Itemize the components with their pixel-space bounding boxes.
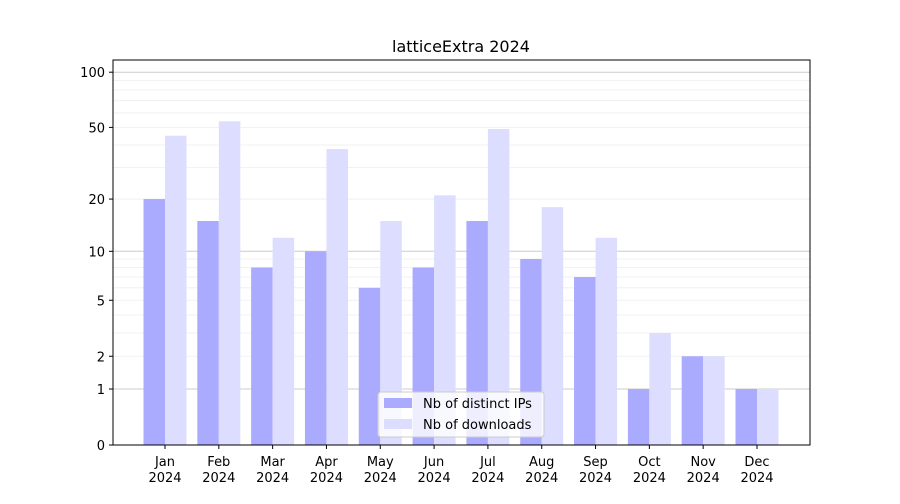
bar-distinct-ips: [197, 221, 219, 445]
x-tick-label: Aug: [529, 455, 554, 470]
y-tick-label: 5: [97, 294, 105, 309]
x-tick-label: Dec: [744, 455, 769, 470]
x-tick-label: 2024: [310, 471, 343, 486]
bar-distinct-ips: [681, 356, 704, 445]
x-tick-label: 2024: [633, 471, 666, 486]
legend-label: Nb of downloads: [423, 418, 532, 433]
plot-frame: [112, 59, 811, 446]
bar-downloads: [703, 356, 725, 445]
y-tick-label: 1: [97, 383, 105, 398]
bar-distinct-ips: [735, 389, 757, 445]
legend: Nb of distinct IPs Nb of downloads: [377, 391, 545, 438]
x-tick-label: 2024: [256, 471, 289, 486]
x-tick-label: Jun: [423, 455, 444, 470]
bar-distinct-ips: [466, 221, 488, 445]
bar-distinct-ips: [358, 287, 381, 445]
bar-downloads: [595, 237, 618, 445]
y-tick-label: 2: [97, 350, 105, 365]
bar-downloads: [487, 128, 510, 445]
x-tick-label: Oct: [638, 455, 660, 470]
x-tick-label: Feb: [207, 455, 230, 470]
x-tick-label: Jan: [154, 455, 175, 470]
bar-downloads: [757, 389, 779, 445]
bar-downloads: [380, 221, 402, 445]
bar-distinct-ips: [627, 389, 650, 445]
bar-distinct-ips: [304, 251, 327, 445]
bar-downloads: [326, 149, 348, 445]
bar-downloads: [541, 207, 564, 445]
bar-distinct-ips: [251, 267, 273, 445]
bar-downloads: [218, 121, 241, 445]
chart-title: latticeExtra 2024: [392, 37, 530, 56]
x-tick-label: 2024: [202, 471, 235, 486]
legend-swatch: [384, 419, 412, 429]
bar-downloads: [649, 333, 671, 445]
legend-swatch: [384, 398, 412, 408]
legend-label: Nb of distinct IPs: [423, 397, 532, 412]
x-tick-label: Mar: [260, 455, 285, 470]
y-tick-label: 10: [88, 245, 105, 260]
x-tick-label: 2024: [579, 471, 612, 486]
y-tick-label: 50: [88, 121, 105, 136]
x-tick-label: 2024: [364, 471, 397, 486]
bar-distinct-ips: [143, 199, 165, 445]
x-tick-label: 2024: [740, 471, 773, 486]
x-tick-label: 2024: [418, 471, 451, 486]
y-tick-label: 20: [88, 193, 105, 208]
x-tick-label: May: [367, 455, 394, 470]
bar-downloads: [165, 135, 187, 445]
bar-downloads: [272, 237, 295, 445]
bar-downloads: [434, 195, 456, 445]
x-tick-label: Jul: [479, 455, 496, 470]
x-tick-label: Apr: [315, 455, 338, 470]
y-tick-label: 0: [97, 439, 105, 454]
y-tick-label: 100: [80, 66, 105, 81]
x-tick-label: 2024: [687, 471, 720, 486]
legend-box: [377, 391, 545, 438]
x-tick-label: Sep: [583, 455, 608, 470]
bar-distinct-ips: [574, 277, 596, 445]
x-tick-label: 2024: [471, 471, 504, 486]
x-tick-label: 2024: [525, 471, 558, 486]
x-tick-label: Nov: [690, 455, 716, 470]
x-tick-label: 2024: [148, 471, 181, 486]
